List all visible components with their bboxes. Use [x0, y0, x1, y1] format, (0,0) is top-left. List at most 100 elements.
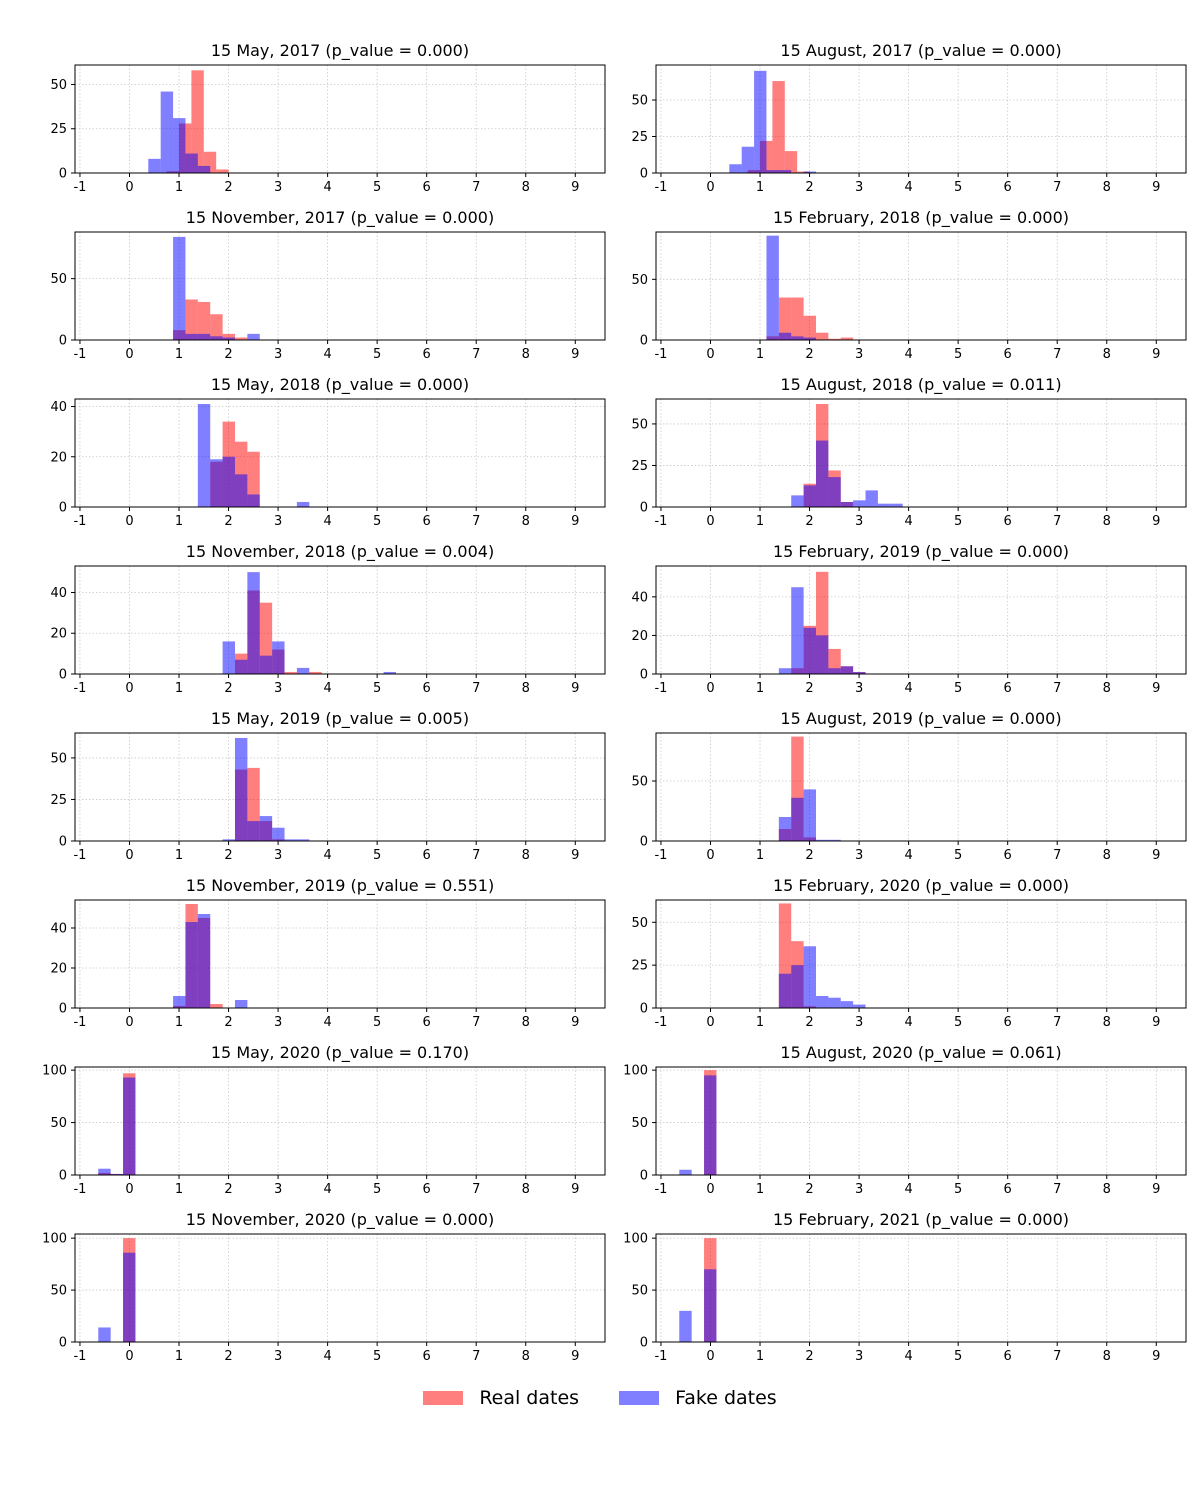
x-tick-label: 2 [805, 681, 813, 696]
x-tick-label: 4 [323, 1182, 331, 1197]
bar-real [284, 671, 297, 674]
bar-fake [840, 502, 854, 507]
x-tick-label: 9 [1152, 1015, 1160, 1030]
bar-fake [284, 839, 297, 841]
x-tick-label: 1 [756, 514, 764, 529]
plot-frame [74, 64, 606, 174]
subplot-title: 15 August, 2020 (p_value = 0.061) [780, 1043, 1061, 1063]
y-tick-label: 50 [50, 1284, 67, 1299]
bar-fake [296, 501, 310, 507]
bar-fake [185, 922, 198, 1008]
subplot-9: 15 May, 2019 (p_value = 0.005) -1 0 1 2 3 4 5 6 7… [50, 709, 606, 863]
subplot-6: 15 August, 2018 (p_value = 0.011) -1 0 1 2 3 4… [631, 375, 1187, 529]
x-tick-label: 8 [1103, 681, 1111, 696]
x-tick-label: 5 [373, 180, 381, 195]
bar-fake [791, 495, 804, 507]
y-tick-label: 0 [59, 668, 67, 683]
x-tick-label: -1 [73, 681, 86, 696]
x-tick-label: 0 [125, 347, 133, 362]
bar-real [309, 671, 322, 674]
x-tick-label: 6 [423, 514, 431, 529]
x-tick-label: 6 [423, 180, 431, 195]
y-tick-label: 0 [59, 1336, 67, 1351]
bar-fake [272, 827, 285, 841]
x-tick-label: 7 [1053, 1349, 1061, 1364]
bar-fake [98, 1168, 111, 1175]
bar-real [185, 299, 198, 340]
bar-fake [222, 839, 235, 841]
y-tick-label: 50 [631, 775, 648, 790]
bar-fake [766, 170, 779, 173]
x-tick-label: 0 [706, 347, 714, 362]
bar-fake [160, 91, 174, 173]
x-tick-label: 9 [1152, 347, 1160, 362]
bar-fake [247, 494, 260, 507]
bar-real [197, 301, 211, 340]
grid [75, 900, 605, 1009]
bar-fake [173, 996, 186, 1008]
series-fake-dates [679, 1075, 717, 1175]
x-tick-label: 7 [472, 1349, 480, 1364]
x-tick-label: 0 [125, 681, 133, 696]
bar-real [815, 332, 829, 340]
x-tick-label: 5 [373, 1015, 381, 1030]
bar-fake [853, 500, 866, 507]
x-tick-label: 5 [373, 1349, 381, 1364]
x-tick-label: 8 [1103, 1349, 1111, 1364]
y-tick-label: 50 [631, 94, 648, 109]
bar-fake [197, 404, 211, 507]
x-tick-label: 4 [904, 681, 912, 696]
x-tick-label: 2 [224, 1182, 232, 1197]
x-tick-label: 8 [522, 514, 530, 529]
y-tick-label: 0 [59, 1169, 67, 1184]
y-tick-label: 0 [640, 835, 648, 850]
x-tick-label: 0 [706, 1349, 714, 1364]
legend-item-real: Real dates [423, 1387, 579, 1409]
x-tick-label: 3 [855, 1349, 863, 1364]
bar-fake [679, 1310, 692, 1342]
subplot-title: 15 February, 2020 (p_value = 0.000) [773, 876, 1069, 896]
plot-frame [74, 565, 606, 675]
bar-fake [234, 474, 248, 507]
x-tick-label: 6 [1004, 1182, 1012, 1197]
series-fake-dates [148, 91, 211, 173]
x-tick-label: 4 [323, 514, 331, 529]
plot-frame [655, 732, 1187, 842]
x-tick-label: 1 [175, 347, 183, 362]
x-tick-label: 4 [323, 1015, 331, 1030]
x-tick-label: 0 [125, 180, 133, 195]
bar-fake [803, 171, 816, 173]
bar-fake [98, 1327, 111, 1342]
subplot-8: 15 February, 2019 (p_value = 0.000) -1 0 1 2… [631, 542, 1187, 696]
x-tick-label: 8 [522, 1182, 530, 1197]
bar-fake [247, 572, 260, 674]
x-tick-label: 1 [175, 180, 183, 195]
x-tick-label: -1 [73, 1015, 86, 1030]
grid [75, 1234, 605, 1343]
y-tick-label: 25 [50, 793, 67, 808]
x-tick-label: 4 [323, 1349, 331, 1364]
series-fake-dates [729, 70, 816, 173]
x-tick-label: 5 [373, 848, 381, 863]
y-tick-label: 0 [59, 334, 67, 349]
x-tick-label: 4 [904, 1349, 912, 1364]
series-fake-dates [778, 587, 866, 674]
subplot-title: 15 November, 2020 (p_value = 0.000) [186, 1210, 494, 1230]
x-tick-label: 1 [175, 1349, 183, 1364]
y-tick-label: 0 [59, 501, 67, 516]
x-tick-label: 6 [1004, 180, 1012, 195]
bar-fake [296, 839, 310, 841]
bar-fake [778, 668, 792, 674]
bar-fake [828, 477, 841, 507]
x-tick-label: 9 [571, 848, 579, 863]
x-tick-label: 1 [756, 1349, 764, 1364]
x-tick-label: 7 [472, 514, 480, 529]
subplot-2: 15 August, 2017 (p_value = 0.000) -1 0 1 2 3 4… [631, 41, 1187, 195]
x-tick-label: 7 [472, 347, 480, 362]
x-tick-label: 6 [423, 681, 431, 696]
x-tick-label: 3 [855, 347, 863, 362]
y-tick-label: 20 [631, 629, 648, 644]
bar-fake [853, 672, 866, 674]
y-tick-label: 40 [631, 590, 648, 605]
x-tick-label: 0 [706, 514, 714, 529]
